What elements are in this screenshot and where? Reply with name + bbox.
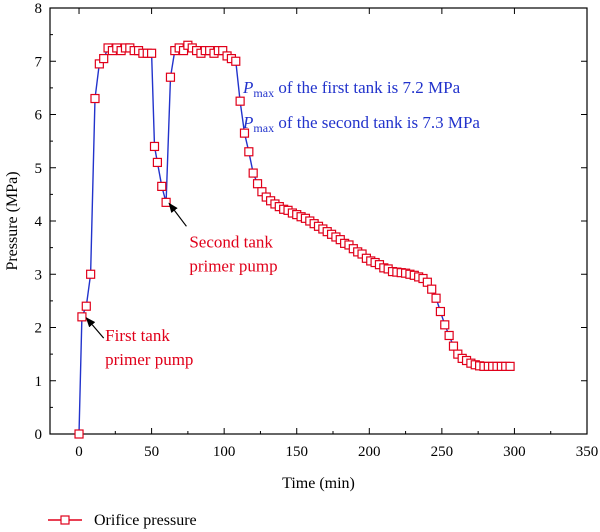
y-tick-label: 7: [35, 54, 43, 70]
y-tick-label: 0: [35, 427, 43, 443]
data-point: [244, 147, 254, 157]
y-tick-label: 1: [35, 374, 43, 390]
data-point: [81, 301, 91, 311]
x-tick-label: 200: [358, 444, 381, 460]
y-tick-label: 3: [35, 267, 43, 283]
data-point: [165, 72, 176, 82]
x-tick-label: 150: [285, 444, 308, 460]
legend-marker: [60, 515, 70, 525]
data-point: [90, 93, 100, 104]
data-point: [444, 330, 454, 341]
legend: Orifice pressure: [48, 512, 197, 529]
data-point: [161, 197, 171, 207]
pmax-subscript: max: [253, 121, 274, 135]
x-tick-label: 0: [75, 444, 83, 460]
y-axis-title: Pressure (MPa): [4, 171, 21, 270]
data-point: [239, 128, 250, 138]
x-tick-label: 50: [144, 444, 159, 460]
annotation-arrow: [85, 317, 105, 339]
data-point: [77, 312, 87, 322]
x-tick-label: 300: [503, 444, 526, 460]
y-tick-label: 6: [35, 108, 43, 124]
pmax-text: of the first tank is 7.2 MPa: [274, 78, 460, 97]
annotation-text: Second tank: [189, 233, 273, 252]
pmax-symbol: P: [242, 78, 253, 97]
series-markers: [74, 40, 515, 439]
series-line-orifice-pressure: [78, 44, 511, 435]
data-point: [440, 320, 450, 330]
data-point: [149, 141, 160, 152]
data-point: [231, 56, 241, 66]
legend-label: Orifice pressure: [94, 512, 197, 529]
data-point: [152, 157, 162, 168]
annotation-arrow: [168, 202, 187, 227]
data-point: [427, 284, 437, 294]
data-point: [157, 181, 167, 191]
data-point: [252, 179, 263, 189]
annotations: First tank primer pump Second tank primer p…: [85, 78, 480, 369]
pmax-annotation: Pmax of the first tank is 7.2 MPa: [242, 78, 461, 100]
x-tick-label: 100: [213, 444, 236, 460]
data-point: [448, 341, 459, 351]
annotation-text: primer pump: [189, 257, 277, 276]
pmax-text: of the second tank is 7.3 MPa: [274, 113, 480, 132]
data-point: [248, 168, 258, 178]
y-tick-label: 8: [35, 1, 43, 17]
data-point: [235, 96, 245, 106]
data-point: [505, 361, 515, 371]
pmax-subscript: max: [253, 86, 274, 100]
data-point: [86, 269, 96, 279]
data-point: [146, 48, 157, 58]
x-tick-label: 350: [576, 444, 599, 460]
y-tick-label: 5: [35, 161, 43, 177]
y-tick-label: 4: [35, 214, 43, 230]
axes: 0 50 100 150 200 250 300 350 0 1 2 3 4 5 6 7 8: [35, 1, 599, 460]
x-axis-title: Time (min): [282, 475, 355, 492]
annotation-text: primer pump: [105, 350, 193, 369]
pmax-symbol: P: [242, 113, 253, 132]
annotation-text: First tank: [105, 326, 170, 345]
data-point: [435, 306, 446, 317]
pmax-annotation: Pmax of the second tank is 7.3 MPa: [242, 113, 480, 135]
data-point: [74, 429, 84, 439]
x-tick-label: 250: [431, 444, 454, 460]
y-tick-label: 2: [35, 321, 43, 337]
data-point: [431, 293, 441, 303]
data-point: [99, 53, 109, 64]
